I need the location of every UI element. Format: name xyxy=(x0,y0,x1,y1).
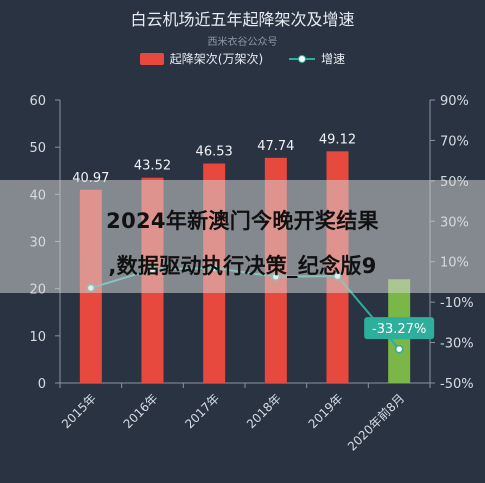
bar-data-label: 47.74 xyxy=(257,139,294,154)
y-right-tick-label: -10% xyxy=(440,296,474,311)
x-tick-label: 2015年 xyxy=(59,391,99,431)
legend-label-bars: 起降架次(万架次) xyxy=(169,52,264,66)
chart-subtitle: 西米衣谷公众号 xyxy=(207,37,278,48)
bar-data-label: 43.52 xyxy=(134,159,171,174)
watermark-text-line1: 2024年新澳门今晚开奖结果 xyxy=(106,209,379,233)
y-right-tick-label: -30% xyxy=(440,337,474,352)
bar-data-label: 49.12 xyxy=(319,132,356,147)
growth-point xyxy=(394,344,404,354)
legend-item-bars[interactable]: 起降架次(万架次) xyxy=(139,50,264,67)
bar-data-label: 46.53 xyxy=(196,145,233,160)
legend-label-growth: 增速 xyxy=(321,52,346,66)
growth-data-label: -33.27% xyxy=(372,322,426,337)
y-left-tick-label: 10 xyxy=(29,330,46,345)
x-tick-label: 2017年 xyxy=(182,391,222,431)
legend-swatch-growth xyxy=(289,53,316,65)
y-left-tick-label: 0 xyxy=(38,377,46,392)
x-tick-label: 2016年 xyxy=(121,391,161,431)
chart-legend: 起降架次(万架次) 增速 xyxy=(0,50,485,67)
growth-label-box xyxy=(364,317,435,340)
chart-title: 白云机场近五年起降架次及增速 xyxy=(130,10,355,29)
x-tick-label: 2018年 xyxy=(244,391,284,431)
watermark-banner xyxy=(0,180,485,293)
y-right-tick-label: 90% xyxy=(440,94,469,109)
x-tick-label: 2019年 xyxy=(306,391,346,431)
legend-swatch-bars xyxy=(139,52,164,65)
y-left-tick-label: 50 xyxy=(29,141,46,156)
x-tick-label: 2020年前8月 xyxy=(344,391,407,454)
y-left-tick-label: 60 xyxy=(29,94,46,109)
watermark-text-line2: ,数据驱动执行决策_纪念版9 xyxy=(108,254,377,278)
y-right-tick-label: -50% xyxy=(440,377,474,392)
y-right-tick-label: 70% xyxy=(440,134,469,149)
legend-item-growth[interactable]: 增速 xyxy=(289,50,345,67)
